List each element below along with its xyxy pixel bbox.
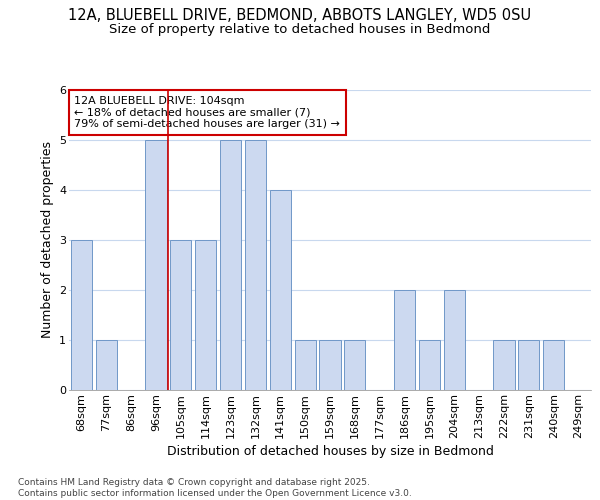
Bar xyxy=(270,190,291,390)
Text: 12A, BLUEBELL DRIVE, BEDMOND, ABBOTS LANGLEY, WD5 0SU: 12A, BLUEBELL DRIVE, BEDMOND, ABBOTS LAN… xyxy=(68,8,532,22)
Text: Contains HM Land Registry data © Crown copyright and database right 2025.
Contai: Contains HM Land Registry data © Crown c… xyxy=(18,478,412,498)
Text: 12A BLUEBELL DRIVE: 104sqm
← 18% of detached houses are smaller (7)
79% of semi-: 12A BLUEBELL DRIVE: 104sqm ← 18% of deta… xyxy=(74,96,340,129)
Bar xyxy=(518,340,539,390)
Bar xyxy=(543,340,564,390)
Bar xyxy=(295,340,316,390)
Bar xyxy=(419,340,440,390)
Bar xyxy=(245,140,266,390)
Bar xyxy=(170,240,191,390)
Bar xyxy=(444,290,465,390)
Text: Size of property relative to detached houses in Bedmond: Size of property relative to detached ho… xyxy=(109,22,491,36)
Bar xyxy=(145,140,167,390)
X-axis label: Distribution of detached houses by size in Bedmond: Distribution of detached houses by size … xyxy=(167,445,493,458)
Bar xyxy=(493,340,515,390)
Y-axis label: Number of detached properties: Number of detached properties xyxy=(41,142,53,338)
Bar xyxy=(96,340,117,390)
Bar xyxy=(71,240,92,390)
Bar xyxy=(195,240,216,390)
Bar xyxy=(344,340,365,390)
Bar xyxy=(220,140,241,390)
Bar xyxy=(394,290,415,390)
Bar xyxy=(319,340,341,390)
